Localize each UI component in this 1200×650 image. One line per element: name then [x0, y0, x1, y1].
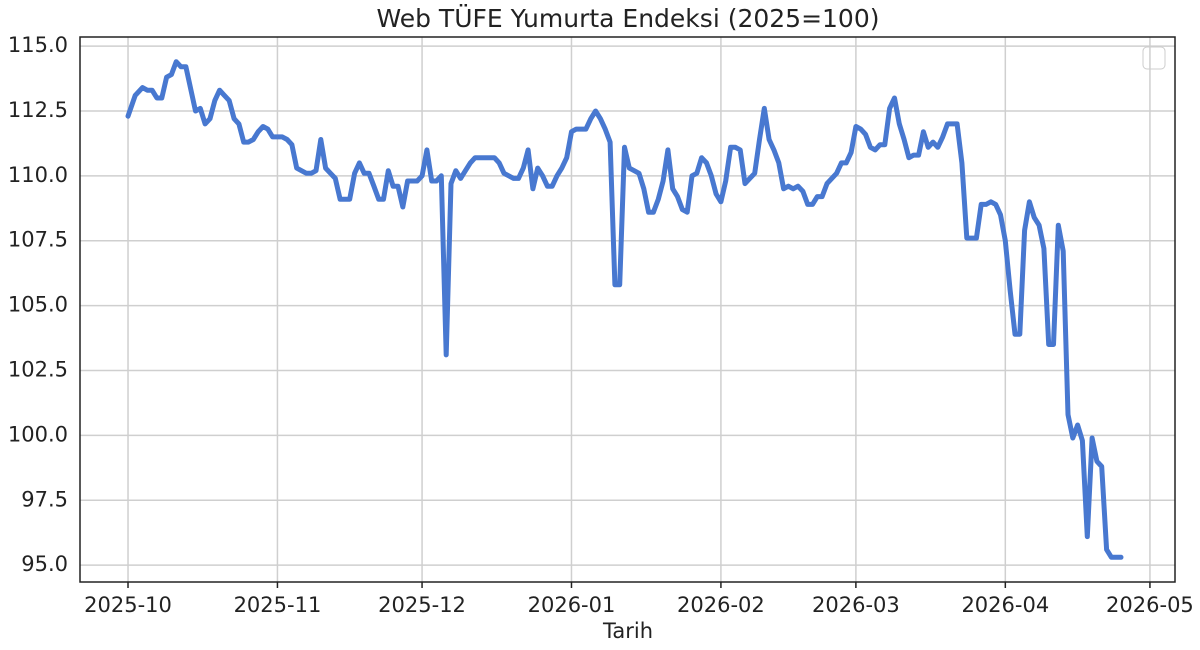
x-tick-label: 2026-02 [677, 593, 765, 617]
plot-frame [79, 36, 1176, 583]
chart-title: Web TÜFE Yumurta Endeksi (2025=100) [376, 4, 879, 33]
data-line [125, 59, 1124, 560]
y-tick-label: 110.0 [8, 163, 68, 187]
y-tick-label: 100.0 [8, 422, 68, 446]
legend-box [1142, 46, 1166, 70]
y-tick-label: 107.5 [8, 228, 68, 252]
x-tick-label: 2025-10 [84, 593, 172, 617]
y-tick-label: 105.0 [8, 293, 68, 317]
x-axis-label: Tarih [602, 619, 653, 643]
y-tick-label: 97.5 [21, 487, 68, 511]
x-tick-label: 2025-12 [378, 593, 466, 617]
x-tick-label: 2026-03 [812, 593, 900, 617]
x-tick-label: 2025-11 [234, 593, 322, 617]
x-tick-label: 2026-04 [961, 593, 1049, 617]
x-tick-label: 2026-05 [1106, 593, 1194, 617]
y-tick-label: 102.5 [8, 357, 68, 381]
y-tick-label: 112.5 [8, 98, 68, 122]
y-tick-label: 95.0 [21, 552, 68, 576]
y-tick-label: 115.0 [8, 33, 68, 57]
x-tick-label: 2026-01 [528, 593, 616, 617]
